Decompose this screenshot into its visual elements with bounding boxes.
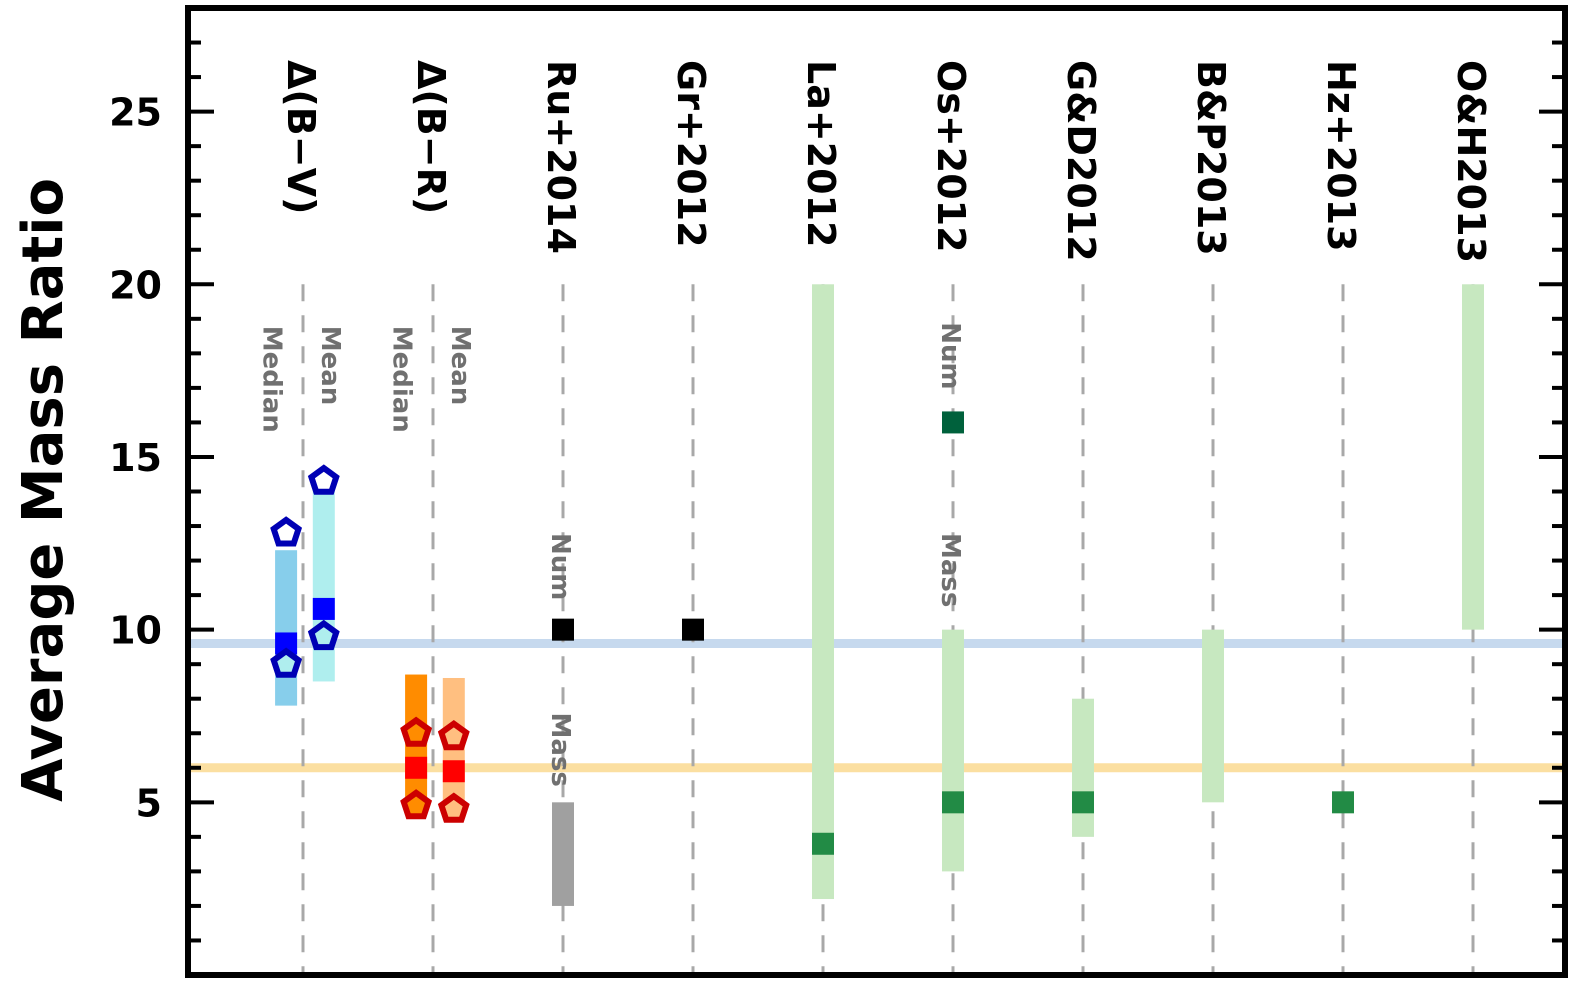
pentagon-marker-3 [307, 619, 340, 651]
data-points [270, 411, 1354, 855]
annotation-median-2: Median [386, 326, 416, 433]
range-bar-6 [942, 629, 964, 872]
square-marker-0 [275, 632, 298, 655]
annotation-mean-1: Mean [315, 326, 345, 406]
square-marker-6 [812, 832, 834, 855]
pentagon-marker-1 [270, 647, 303, 678]
square-marker-8 [942, 791, 964, 814]
y-tick-label-20: 20 [109, 263, 162, 307]
column-label-3: Gr+2012 [669, 60, 713, 248]
y-tick-label-5: 5 [136, 781, 162, 825]
pentagon-marker-5 [400, 789, 433, 820]
y-tick-label-25: 25 [109, 91, 162, 135]
range-bar-8 [1202, 629, 1224, 803]
annotation-mass-5: Mass [545, 713, 575, 787]
annotation-mass-7: Mass [935, 533, 965, 607]
square-marker-4 [552, 618, 574, 641]
range-bar-7 [1072, 698, 1094, 837]
pentagon-marker-0 [270, 516, 303, 547]
column-label-0: Δ(B−V) [279, 60, 323, 214]
reference-lines [188, 638, 1565, 773]
square-marker-10 [1332, 791, 1354, 814]
square-marker-1 [312, 597, 335, 620]
annotation-num-4: Num [545, 533, 575, 600]
column-label-7: B&P2013 [1189, 60, 1233, 256]
column-label-9: O&H2013 [1449, 60, 1493, 263]
range-bar-1 [312, 488, 335, 682]
square-marker-7 [942, 411, 964, 434]
square-marker-2 [405, 756, 428, 779]
pentagon-marker-6 [437, 719, 470, 751]
square-marker-9 [1072, 791, 1094, 814]
pentagon-marker-2 [307, 464, 340, 495]
range-bar-0 [275, 550, 298, 706]
column-labels: Δ(B−V) Δ(B−R) Ru+2014 Gr+2012 La+2012 Os+2012… [279, 60, 1493, 263]
y-tick-label-10: 10 [109, 609, 162, 653]
column-label-8: Hz+2013 [1319, 60, 1363, 252]
y-axis-label: Average Mass Ratio [11, 178, 76, 802]
column-label-4: La+2012 [799, 60, 843, 247]
column-guides [301, 284, 1475, 975]
annotations: Median Mean Median Mean Num Mass Num Mass [256, 322, 965, 787]
annotation-median-0: Median [256, 326, 286, 433]
y-ticks: 5 10 15 20 25 [109, 40, 1565, 943]
y-tick-label-15: 15 [109, 436, 162, 480]
column-label-1: Δ(B−R) [409, 60, 453, 214]
range-bar-4 [552, 802, 574, 906]
pentagon-marker-7 [437, 792, 470, 823]
range-bar-5 [812, 284, 834, 900]
square-marker-3 [442, 760, 465, 783]
column-label-2: Ru+2014 [539, 60, 583, 254]
annotation-mean-3: Mean [445, 326, 475, 406]
column-label-6: G&D2012 [1059, 60, 1103, 262]
range-bar-9 [1462, 284, 1484, 630]
pentagon-marker-4 [400, 716, 433, 747]
annotation-num-6: Num [935, 322, 965, 389]
square-marker-5 [682, 618, 704, 641]
column-label-5: Os+2012 [929, 60, 973, 253]
